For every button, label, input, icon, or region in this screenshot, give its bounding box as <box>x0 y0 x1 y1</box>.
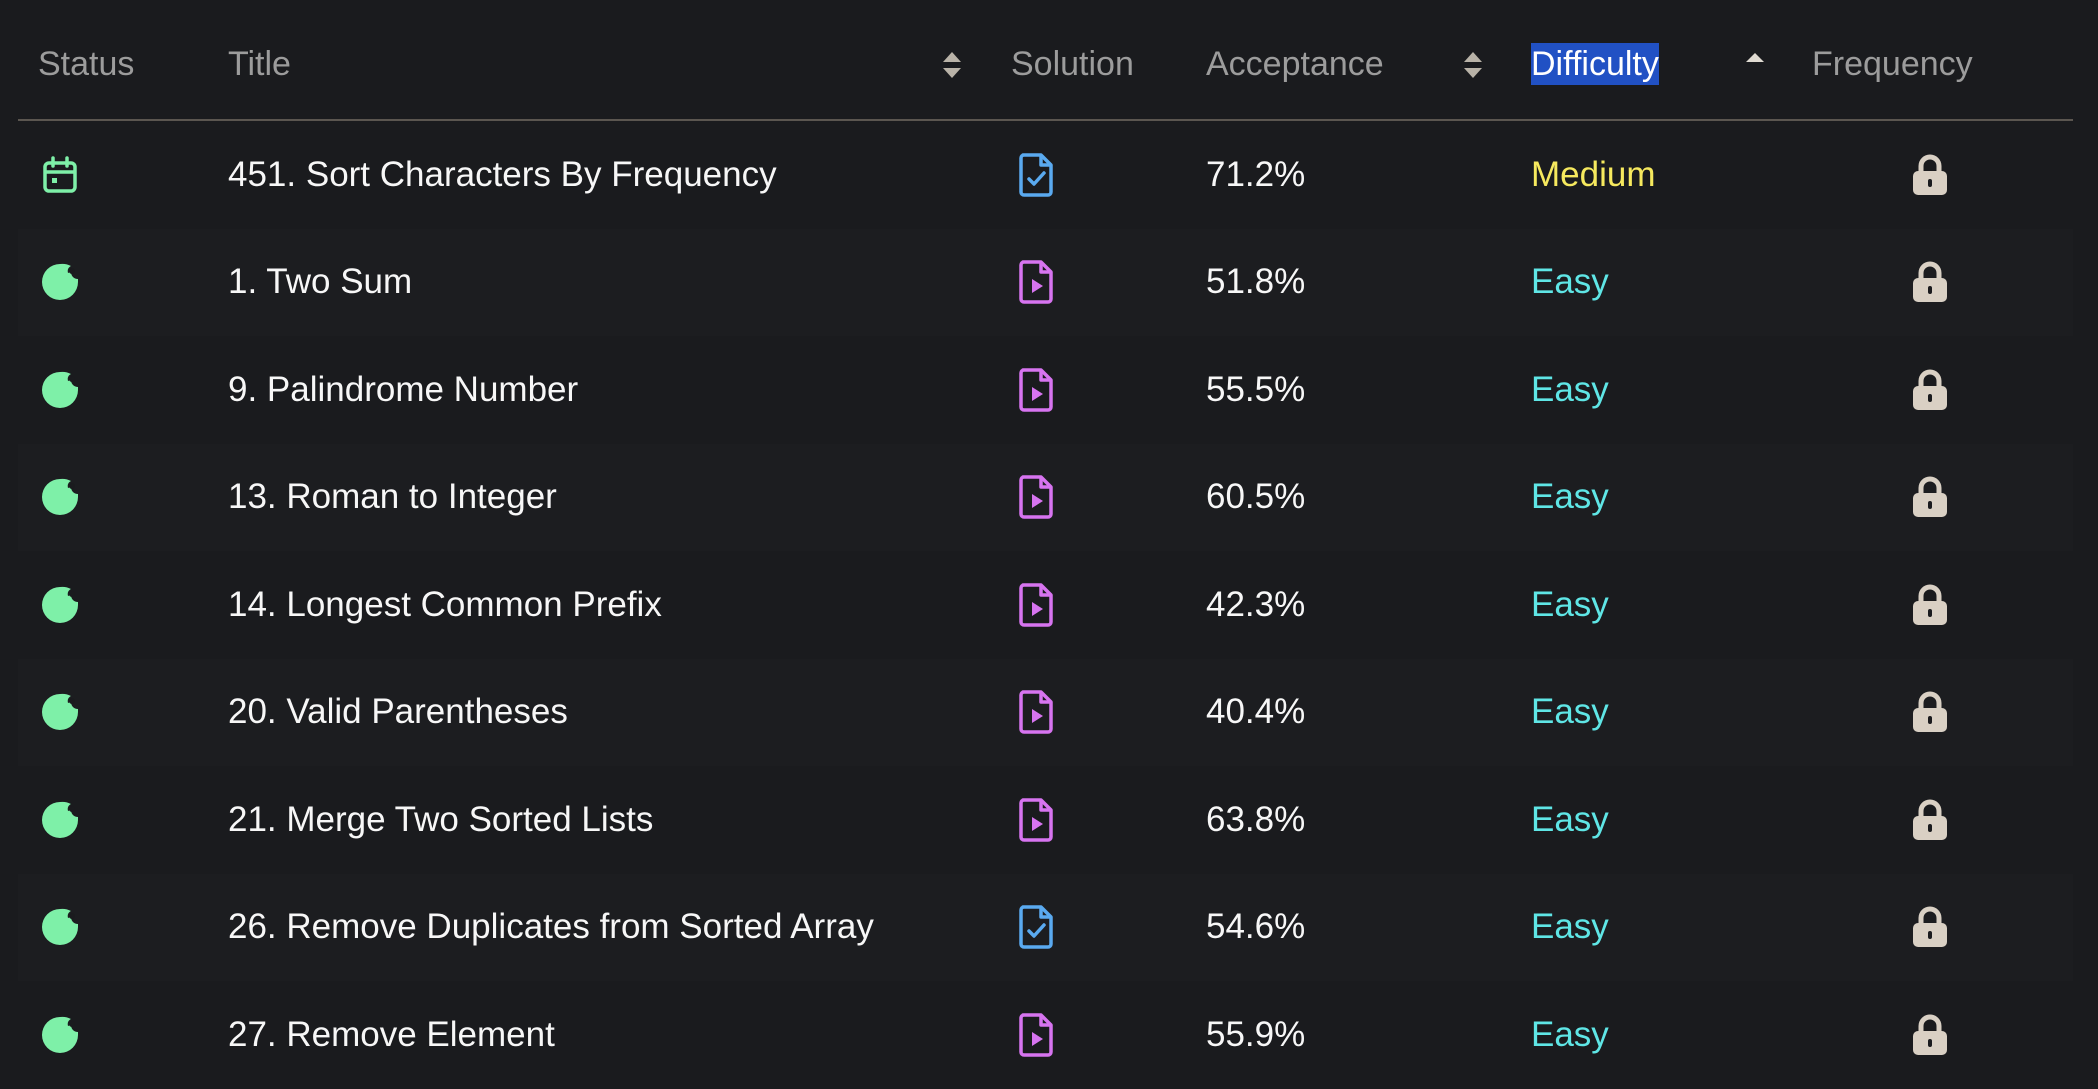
header-title[interactable]: Title <box>228 45 291 83</box>
lock-icon[interactable] <box>1910 1013 1950 1057</box>
table-row[interactable]: 20. Valid Parentheses 40.4% Easy <box>18 658 2073 766</box>
header-frequency[interactable]: Frequency <box>1812 45 1973 83</box>
solved-circle-icon <box>40 1015 80 1055</box>
acceptance-rate: 40.4% <box>1206 692 1306 732</box>
difficulty-label: Medium <box>1531 154 1656 194</box>
table-row[interactable]: 13. Roman to Integer 60.5% Easy <box>18 443 2073 551</box>
problem-title-link[interactable]: 26. Remove Duplicates from Sorted Array <box>228 907 874 947</box>
difficulty-label: Easy <box>1531 692 1609 732</box>
problem-title-link[interactable]: 451. Sort Characters By Frequency <box>228 154 777 194</box>
solved-circle-icon <box>40 477 80 517</box>
lock-icon[interactable] <box>1910 260 1950 304</box>
lock-icon[interactable] <box>1910 368 1950 412</box>
lock-icon[interactable] <box>1910 690 1950 734</box>
solved-circle-icon <box>40 370 80 410</box>
solved-circle-icon <box>40 907 80 947</box>
acceptance-rate: 42.3% <box>1206 584 1306 624</box>
difficulty-label: Easy <box>1531 369 1609 409</box>
table-row[interactable]: 21. Merge Two Sorted Lists 63.8% Easy <box>18 766 2073 874</box>
acceptance-rate: 54.6% <box>1206 907 1306 947</box>
difficulty-label: Easy <box>1531 477 1609 517</box>
lock-icon[interactable] <box>1910 153 1950 197</box>
problem-title-link[interactable]: 9. Palindrome Number <box>228 369 579 409</box>
solved-circle-icon <box>40 692 80 732</box>
table-row[interactable]: 26. Remove Duplicates from Sorted Array 5… <box>18 873 2073 981</box>
table-row[interactable]: 14. Longest Common Prefix 42.3% Easy <box>18 551 2073 659</box>
document-video-icon[interactable] <box>1017 1012 1055 1058</box>
problem-title-link[interactable]: 14. Longest Common Prefix <box>228 584 662 624</box>
acceptance-rate: 60.5% <box>1206 477 1306 517</box>
problem-title-link[interactable]: 27. Remove Element <box>228 1014 555 1054</box>
header-solution[interactable]: Solution <box>1011 45 1134 83</box>
acceptance-rate: 63.8% <box>1206 799 1306 839</box>
header-status[interactable]: Status <box>38 45 135 83</box>
document-video-icon[interactable] <box>1017 474 1055 520</box>
lock-icon[interactable] <box>1910 475 1950 519</box>
problem-table: Status Title Solution Acceptance Difficu… <box>18 0 2073 1089</box>
document-video-icon[interactable] <box>1017 582 1055 628</box>
problem-title-link[interactable]: 1. Two Sum <box>228 262 413 302</box>
document-video-icon[interactable] <box>1017 689 1055 735</box>
title-sort-icon[interactable] <box>941 50 963 80</box>
table-row[interactable]: 9. Palindrome Number 55.5% Easy <box>18 336 2073 444</box>
solved-circle-icon <box>40 585 80 625</box>
lock-icon[interactable] <box>1910 583 1950 627</box>
table-row[interactable]: 27. Remove Element 55.9% Easy <box>18 981 2073 1089</box>
difficulty-label: Easy <box>1531 1014 1609 1054</box>
document-check-icon[interactable] <box>1017 152 1055 198</box>
difficulty-label: Easy <box>1531 799 1609 839</box>
difficulty-sort-ascending-icon[interactable] <box>1744 50 1766 80</box>
acceptance-rate: 55.5% <box>1206 369 1306 409</box>
solved-circle-icon <box>40 262 80 302</box>
calendar-icon <box>40 155 80 195</box>
header-acceptance[interactable]: Acceptance <box>1206 45 1384 83</box>
difficulty-label: Easy <box>1531 262 1609 302</box>
table-row[interactable]: 1. Two Sum 51.8% Easy <box>18 228 2073 336</box>
solved-circle-icon <box>40 800 80 840</box>
table-row[interactable]: 451. Sort Characters By Frequency 71.2% Me… <box>18 121 2073 229</box>
acceptance-rate: 51.8% <box>1206 262 1306 302</box>
header-difficulty[interactable]: Difficulty <box>1531 43 1659 85</box>
lock-icon[interactable] <box>1910 905 1950 949</box>
problem-title-link[interactable]: 20. Valid Parentheses <box>228 692 568 732</box>
document-video-icon[interactable] <box>1017 259 1055 305</box>
problem-title-link[interactable]: 13. Roman to Integer <box>228 477 557 517</box>
difficulty-label: Easy <box>1531 907 1609 947</box>
table-body: 451. Sort Characters By Frequency 71.2% Me… <box>18 121 2073 1089</box>
acceptance-rate: 71.2% <box>1206 154 1306 194</box>
document-check-icon[interactable] <box>1017 904 1055 950</box>
document-video-icon[interactable] <box>1017 367 1055 413</box>
difficulty-label: Easy <box>1531 584 1609 624</box>
lock-icon[interactable] <box>1910 798 1950 842</box>
table-header: Status Title Solution Acceptance Difficu… <box>18 0 2073 121</box>
problem-title-link[interactable]: 21. Merge Two Sorted Lists <box>228 799 654 839</box>
document-video-icon[interactable] <box>1017 797 1055 843</box>
acceptance-sort-icon[interactable] <box>1462 50 1484 80</box>
acceptance-rate: 55.9% <box>1206 1014 1306 1054</box>
